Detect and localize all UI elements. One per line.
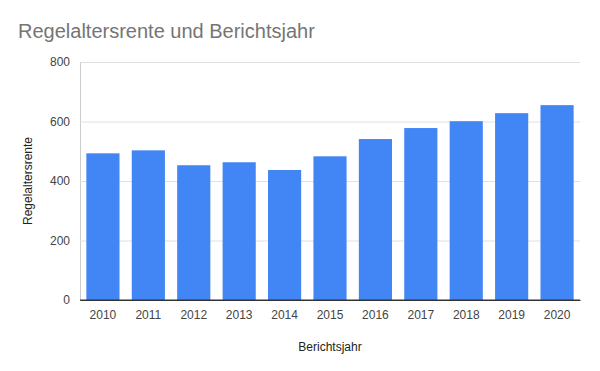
grid-line xyxy=(80,62,580,63)
bar xyxy=(540,105,573,300)
x-tick: 2020 xyxy=(544,300,571,322)
x-tick-label: 2017 xyxy=(407,308,434,322)
x-tick-label: 2018 xyxy=(453,308,480,322)
x-tick-label: 2010 xyxy=(90,308,117,322)
x-tick-label: 2011 xyxy=(135,308,161,322)
x-tick-label: 2019 xyxy=(498,308,525,322)
x-tick: 2014 xyxy=(271,300,298,322)
bar xyxy=(177,165,210,300)
title: Regelaltersrente und Berichtsjahr xyxy=(18,20,315,42)
y-tick-label: 0 xyxy=(63,293,70,307)
baseline xyxy=(80,300,580,301)
x-tick: 2013 xyxy=(226,300,253,322)
x-axis-line xyxy=(81,300,581,301)
bar xyxy=(223,162,256,300)
plot: 0200400600800201020112012201320142015201… xyxy=(50,55,581,321)
y-tick-label: 800 xyxy=(50,55,70,69)
grid-line xyxy=(80,300,580,301)
x-axis: 2010 2011 2012 2013 2014 2015 2016 2017 2018 2019… xyxy=(81,300,581,322)
x-tick-label: 2020 xyxy=(544,308,571,322)
x-tick: 2012 xyxy=(180,300,207,322)
y-tick: 800 xyxy=(50,55,580,69)
bar xyxy=(404,128,437,300)
x-tick: 2010 xyxy=(90,300,117,322)
y-axis: 0 200 400 600 800 xyxy=(50,55,580,307)
chart: 0200400600800201020112012201320142015201… xyxy=(0,0,600,371)
x-tick: 2018 xyxy=(453,300,480,322)
x-tick-label: 2015 xyxy=(317,308,344,322)
bars xyxy=(86,105,573,300)
x-tick-label: 2016 xyxy=(362,308,389,322)
x-tick: 2015 xyxy=(317,300,344,322)
x-tick: 2011 xyxy=(135,300,161,322)
y-tick-label: 600 xyxy=(50,115,70,129)
background xyxy=(0,0,600,371)
bar xyxy=(313,156,346,300)
y-tick-label: 200 xyxy=(50,234,70,248)
bar xyxy=(495,113,528,300)
x-tick: 2016 xyxy=(362,300,389,322)
bar xyxy=(359,139,392,300)
x-tick: 2017 xyxy=(407,300,434,322)
x-tick-label: 2012 xyxy=(180,308,207,322)
bar xyxy=(268,170,301,300)
y-axis-title: Regelaltersrente xyxy=(21,137,35,225)
x-tick-label: 2014 xyxy=(271,308,298,322)
bar xyxy=(450,121,483,300)
bar xyxy=(86,153,119,300)
x-axis-title: Berichtsjahr xyxy=(298,340,361,354)
x-tick: 2019 xyxy=(498,300,525,322)
y-tick-label: 400 xyxy=(50,174,70,188)
bar xyxy=(132,150,165,300)
x-tick-label: 2013 xyxy=(226,308,253,322)
